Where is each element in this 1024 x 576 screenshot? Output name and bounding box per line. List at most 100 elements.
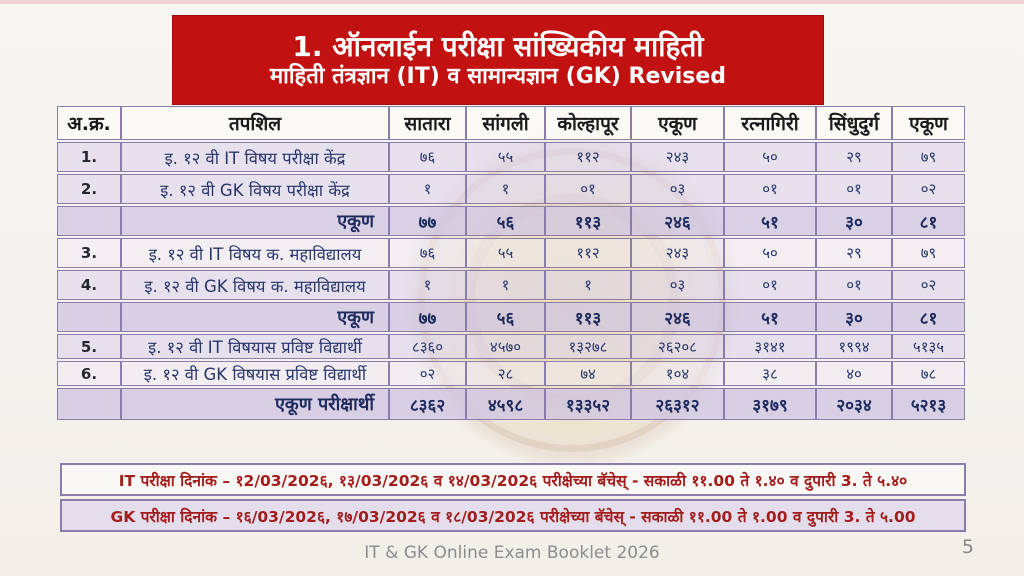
col-header-satara: सातारा bbox=[389, 106, 466, 140]
row-value: ४० bbox=[816, 361, 892, 386]
row-value: १ bbox=[466, 174, 545, 204]
row-serial: 4. bbox=[57, 270, 121, 300]
row-value: ०३ bbox=[631, 174, 724, 204]
row-value: ५० bbox=[724, 238, 816, 268]
row-label: इ. १२ वी IT विषयास प्रविष्ट विद्यार्थी bbox=[121, 334, 389, 359]
row-label: एकूण bbox=[121, 206, 389, 236]
row-value: ०१ bbox=[724, 270, 816, 300]
table-row: एकूण ७७ ५६ ११३ २४६ ५१ ३० ८१ bbox=[57, 206, 965, 236]
row-value: ३० bbox=[816, 302, 892, 332]
row-value: ०२ bbox=[892, 270, 965, 300]
row-serial bbox=[57, 302, 121, 332]
row-value: १ bbox=[389, 174, 466, 204]
row-serial bbox=[57, 206, 121, 236]
row-value: ०२ bbox=[389, 361, 466, 386]
row-value: ०२ bbox=[892, 174, 965, 204]
row-label: इ. १२ वी GK विषय क. महाविद्यालय bbox=[121, 270, 389, 300]
row-value: ३१४१ bbox=[724, 334, 816, 359]
row-serial: 6. bbox=[57, 361, 121, 386]
row-value: १९९४ bbox=[816, 334, 892, 359]
row-value: ७९ bbox=[892, 142, 965, 172]
row-value: १ bbox=[466, 270, 545, 300]
table-row: एकूण परीक्षार्थी ८३६२ ४५९८ १३३५२ २६३१२ ३१७९ २०… bbox=[57, 388, 965, 420]
row-value: २९ bbox=[816, 142, 892, 172]
page-subtitle: माहिती तंत्रज्ञान (IT) व सामान्यज्ञान (G… bbox=[269, 64, 727, 90]
row-value: २९ bbox=[816, 238, 892, 268]
table-row: 1. इ. १२ वी IT विषय परीक्षा केंद्र ७६ ५५ ११२… bbox=[57, 142, 965, 172]
row-value: ३० bbox=[816, 206, 892, 236]
row-value: ०३ bbox=[631, 270, 724, 300]
row-serial bbox=[57, 388, 121, 420]
row-value: २०३४ bbox=[816, 388, 892, 420]
stats-table: अ.क्र. तपशिल सातारा सांगली कोल्हापूर एकू… bbox=[57, 104, 965, 422]
table-row: 5. इ. १२ वी IT विषयास प्रविष्ट विद्यार्थी… bbox=[57, 334, 965, 359]
row-value: ७९ bbox=[892, 238, 965, 268]
page-top-tint bbox=[0, 0, 1024, 4]
col-header-kolhapur: कोल्हापूर bbox=[545, 106, 631, 140]
col-header-detail: तपशिल bbox=[121, 106, 389, 140]
row-value: १ bbox=[389, 270, 466, 300]
row-value: २४६ bbox=[631, 302, 724, 332]
col-header-total-1: एकूण bbox=[631, 106, 724, 140]
table-row: 4. इ. १२ वी GK विषय क. महाविद्यालय १ १ १ ०३ ०१… bbox=[57, 270, 965, 300]
it-exam-date-notice: IT परीक्षा दिनांक – १2/03/202६, १३/03/20… bbox=[60, 463, 966, 496]
row-value: ३८ bbox=[724, 361, 816, 386]
col-header-sindhudurg: सिंधुदुर्ग bbox=[816, 106, 892, 140]
row-value: ११३ bbox=[545, 206, 631, 236]
row-value: ०१ bbox=[545, 174, 631, 204]
row-value: ५० bbox=[724, 142, 816, 172]
row-value: ५१ bbox=[724, 206, 816, 236]
row-value: ४५७० bbox=[466, 334, 545, 359]
stats-table-wrap: अ.क्र. तपशिल सातारा सांगली कोल्हापूर एकू… bbox=[57, 104, 965, 422]
row-serial: 1. bbox=[57, 142, 121, 172]
gk-exam-date-notice: GK परीक्षा दिनांक – १६/03/202६, १७/03/20… bbox=[60, 499, 966, 532]
row-value: ०१ bbox=[816, 270, 892, 300]
table-row: 3. इ. १२ वी IT विषय क. महाविद्यालय ७६ ५५ ११२… bbox=[57, 238, 965, 268]
row-value: ५१ bbox=[724, 302, 816, 332]
col-header-sangli: सांगली bbox=[466, 106, 545, 140]
table-row: एकूण ७७ ५६ ११३ २४६ ५१ ३० ८१ bbox=[57, 302, 965, 332]
row-value: २६३१२ bbox=[631, 388, 724, 420]
row-value: ४५९८ bbox=[466, 388, 545, 420]
row-value: ०१ bbox=[816, 174, 892, 204]
row-value: ५५ bbox=[466, 238, 545, 268]
row-label: इ. १२ वी IT विषय परीक्षा केंद्र bbox=[121, 142, 389, 172]
row-value: ५२१३ bbox=[892, 388, 965, 420]
row-value: ८१ bbox=[892, 302, 965, 332]
row-value: ८३६० bbox=[389, 334, 466, 359]
row-value: २८ bbox=[466, 361, 545, 386]
row-value: ८१ bbox=[892, 206, 965, 236]
row-value: ७७ bbox=[389, 302, 466, 332]
row-label: एकूण bbox=[121, 302, 389, 332]
footer-text: IT & GK Online Exam Booklet 2026 bbox=[364, 543, 660, 563]
page-title: 1. ऑनलाईन परीक्षा सांख्यिकीय माहिती bbox=[292, 30, 704, 64]
row-value: ७७ bbox=[389, 206, 466, 236]
row-value: २६२०८ bbox=[631, 334, 724, 359]
table-row: 2. इ. १२ वी GK विषय परीक्षा केंद्र १ १ ०१ ०३ ०… bbox=[57, 174, 965, 204]
row-value: १ bbox=[545, 270, 631, 300]
row-serial: 2. bbox=[57, 174, 121, 204]
row-value: २४३ bbox=[631, 238, 724, 268]
row-value: ७८ bbox=[892, 361, 965, 386]
stats-table-body: 1. इ. १२ वी IT विषय परीक्षा केंद्र ७६ ५५ ११२… bbox=[57, 142, 965, 420]
row-label: इ. १२ वी GK विषय परीक्षा केंद्र bbox=[121, 174, 389, 204]
table-header-row: अ.क्र. तपशिल सातारा सांगली कोल्हापूर एकू… bbox=[57, 106, 965, 140]
row-value: ७४ bbox=[545, 361, 631, 386]
row-label: इ. १२ वी IT विषय क. महाविद्यालय bbox=[121, 238, 389, 268]
row-serial: 5. bbox=[57, 334, 121, 359]
page-number: 5 bbox=[961, 536, 974, 558]
row-value: ५५ bbox=[466, 142, 545, 172]
title-banner: 1. ऑनलाईन परीक्षा सांख्यिकीय माहिती माहि… bbox=[172, 15, 824, 105]
row-value: ११२ bbox=[545, 238, 631, 268]
row-value: १३३५२ bbox=[545, 388, 631, 420]
row-value: ७६ bbox=[389, 238, 466, 268]
row-value: १०४ bbox=[631, 361, 724, 386]
row-label: इ. १२ वी GK विषयास प्रविष्ट विद्यार्थी bbox=[121, 361, 389, 386]
col-header-serial: अ.क्र. bbox=[57, 106, 121, 140]
row-value: ३१७९ bbox=[724, 388, 816, 420]
row-value: ०१ bbox=[724, 174, 816, 204]
row-value: २४३ bbox=[631, 142, 724, 172]
row-value: ५६ bbox=[466, 302, 545, 332]
row-value: ५१३५ bbox=[892, 334, 965, 359]
